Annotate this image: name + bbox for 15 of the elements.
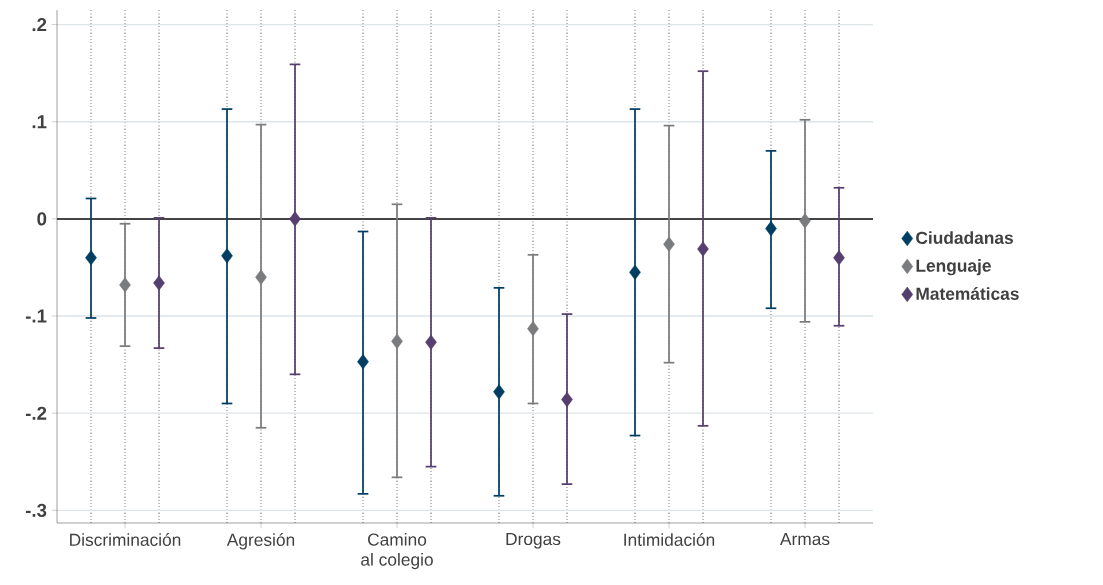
legend-label: Lenguaje xyxy=(916,259,991,276)
y-tick-label: -.1 xyxy=(25,309,47,323)
x-tick-label: Armas xyxy=(780,533,830,546)
y-tick-label: .1 xyxy=(32,115,47,129)
legend-label: Ciudadanas xyxy=(916,231,1013,244)
y-tick-label: .2 xyxy=(32,18,47,32)
x-tick-label: Agresión xyxy=(226,533,295,550)
legend-label: Matemáticas xyxy=(916,287,1019,300)
x-tick-label: Drogas xyxy=(506,533,561,549)
x-tick-label: Discriminación xyxy=(70,533,181,546)
y-tick-label: -.2 xyxy=(25,406,47,420)
y-tick-label: -.3 xyxy=(25,503,47,517)
x-tick-label: Intimidación xyxy=(624,533,715,546)
x-tick-label: Camino al colegio xyxy=(361,533,433,570)
y-tick-label: 0 xyxy=(37,212,47,226)
